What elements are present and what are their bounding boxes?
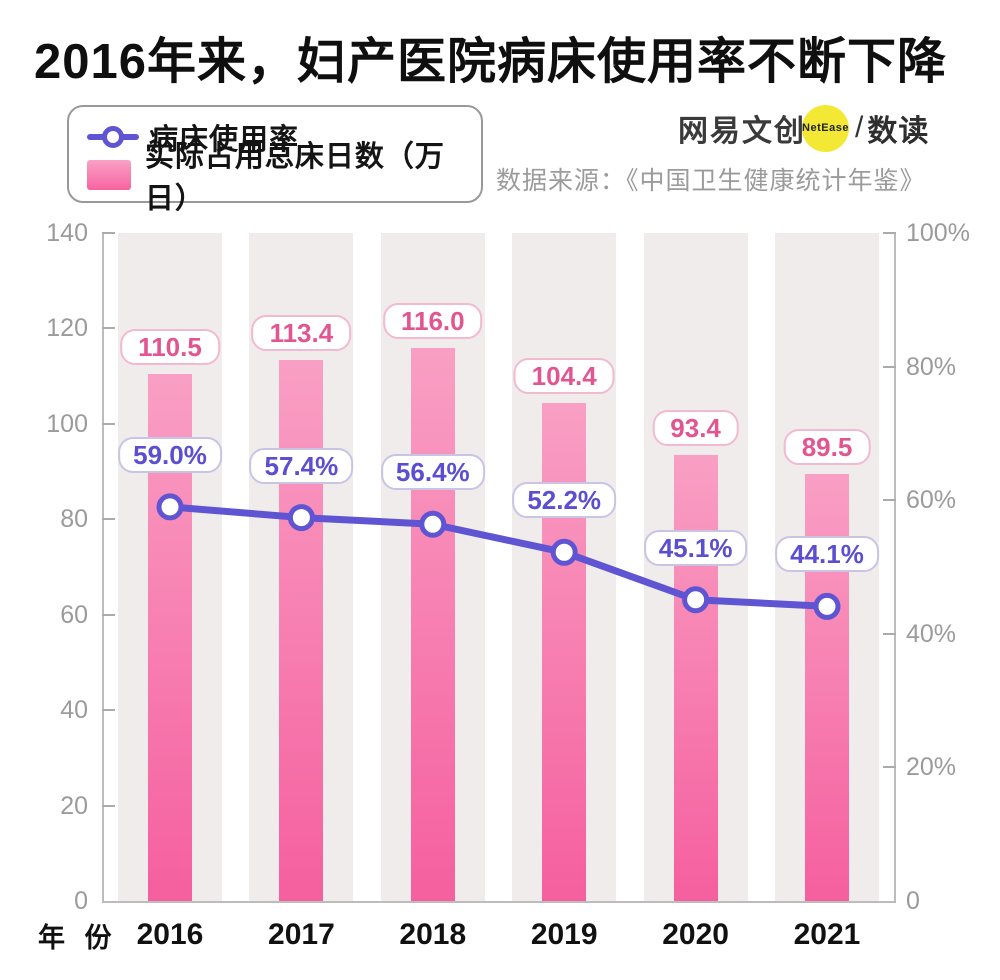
right-axis-tick-label: 100% <box>906 219 970 247</box>
percent-value-label-2018: 56.4% <box>380 454 485 491</box>
x-axis-label-2017: 2017 <box>268 918 335 951</box>
bar-value-label-2019: 104.4 <box>513 357 615 394</box>
x-axis-label-2019: 2019 <box>530 918 598 951</box>
left-axis-tick-label: 120 <box>46 314 88 343</box>
percent-value-label-2016: 59.0% <box>118 436 222 473</box>
page-title: 2016年来，妇产医院病床使用率不断下降 <box>34 35 948 89</box>
legend-row-bar: 实际占用总床日数（万日） <box>87 141 481 215</box>
x-axis-label-2021: 2021 <box>793 918 861 951</box>
percent-value-label-2021: 44.1% <box>775 536 879 573</box>
left-axis-tick <box>102 613 115 616</box>
left-axis-tick <box>102 709 115 712</box>
bar-value-label-2016: 110.5 <box>120 328 220 365</box>
bar-value-label-2018: 116.0 <box>382 302 483 339</box>
left-axis-line <box>102 233 104 903</box>
data-source-note: 数据来源：《中国卫生健康统计年鉴》 <box>496 167 926 195</box>
usage-rate-line <box>166 503 831 610</box>
left-axis-tick-label: 0 <box>74 887 88 915</box>
left-axis-tick-label: 60 <box>60 600 88 629</box>
right-axis-tick-label: 0 <box>906 887 920 915</box>
percent-value-label-2020: 45.1% <box>643 529 748 566</box>
left-axis-tick <box>102 804 115 807</box>
legend-line-label: 病床使用率 <box>149 124 300 156</box>
right-axis-tick <box>883 365 896 368</box>
x-axis-baseline <box>102 901 896 903</box>
x-axis-label-2018: 2018 <box>399 918 467 951</box>
left-axis-tick <box>102 422 115 425</box>
right-axis-tick <box>883 499 896 502</box>
right-axis-tick-label: 60% <box>906 486 957 515</box>
bar-value-label-2017: 113.4 <box>251 314 352 351</box>
left-axis-tick-label: 40 <box>60 696 88 725</box>
legend-row-line: 病床使用率 <box>87 118 481 156</box>
sub-brand-wordmark: 数读 <box>867 115 930 148</box>
right-axis-line <box>894 233 896 903</box>
bar-series-icon <box>87 160 131 190</box>
percent-value-label-2019: 52.2% <box>512 482 617 519</box>
left-axis-tick-label: 80 <box>60 505 88 534</box>
line-marker-2020 <box>682 586 710 614</box>
line-marker-2016 <box>156 493 184 521</box>
right-axis-tick-label: 80% <box>906 352 957 381</box>
left-axis-tick <box>102 518 115 521</box>
left-axis-tick-label: 140 <box>46 219 88 247</box>
line-series-icon <box>87 125 139 149</box>
x-axis-title: 年 份 <box>38 923 118 953</box>
bar-2020 <box>673 455 718 901</box>
line-marker-2019 <box>550 538 578 566</box>
line-marker-2018 <box>419 510 447 538</box>
left-axis-tick-label: 100 <box>46 409 88 438</box>
brand-separator: / <box>855 111 864 144</box>
bar-value-label-2020: 93.4 <box>652 410 739 447</box>
right-axis-tick-label: 20% <box>906 753 957 782</box>
x-axis-label-2016: 2016 <box>136 918 204 951</box>
bar-value-label-2021: 89.5 <box>783 428 871 465</box>
brand-wordmark: 网易文创 <box>678 115 806 148</box>
publisher-logo: 网易文创 NetEase / 数读 <box>678 103 929 153</box>
line-marker-2017 <box>287 504 315 532</box>
line-marker-2021 <box>813 592 841 620</box>
right-axis-tick <box>883 232 896 234</box>
right-axis-tick <box>883 766 896 769</box>
percent-value-label-2017: 57.4% <box>249 447 354 484</box>
right-axis-tick-label: 40% <box>906 619 957 648</box>
bar-2018 <box>410 347 455 901</box>
netease-badge-icon: NetEase <box>802 104 849 152</box>
legend-box: 病床使用率 实际占用总床日数（万日） <box>67 105 483 215</box>
left-axis-tick <box>102 232 115 234</box>
left-axis-tick <box>102 327 115 330</box>
right-axis-tick <box>883 632 896 635</box>
legend-bar-label: 实际占用总床日数（万日） <box>144 141 445 215</box>
left-axis-tick-label: 20 <box>60 791 88 820</box>
x-axis-label-2020: 2020 <box>662 918 729 951</box>
